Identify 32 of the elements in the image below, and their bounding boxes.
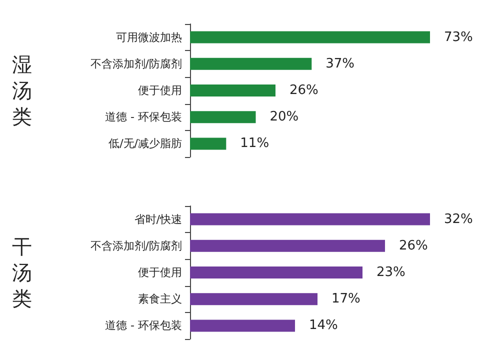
y-tick-label: 便于使用 xyxy=(138,84,182,97)
y-tick-label: 可用微波加热 xyxy=(116,30,182,44)
bar xyxy=(190,266,362,278)
data-label: 26% xyxy=(399,238,428,254)
y-tick-label: 不含添加剂/防腐剂 xyxy=(90,239,182,252)
y-tick-label: 低/无/减少脂肪 xyxy=(108,137,182,150)
y-tick-label: 便于使用 xyxy=(138,266,182,279)
bar xyxy=(190,84,276,96)
y-tick-label: 素食主义 xyxy=(138,292,182,306)
data-label: 32% xyxy=(444,212,473,227)
bar xyxy=(190,293,318,306)
bar xyxy=(190,320,295,332)
data-label: 73% xyxy=(444,30,473,45)
data-label: 23% xyxy=(376,265,406,280)
data-label: 14% xyxy=(309,318,338,334)
bar xyxy=(190,213,430,226)
y-axis-title: 湿汤类 xyxy=(12,52,32,128)
data-label: 11% xyxy=(240,136,270,152)
y-tick-label: 省时/快速 xyxy=(134,212,182,226)
bar xyxy=(190,111,256,124)
data-label: 37% xyxy=(326,56,355,72)
y-tick-label: 道德 - 环保包装 xyxy=(105,319,182,332)
bar xyxy=(190,138,226,150)
y-tick-label: 道德 - 环保包装 xyxy=(105,110,182,124)
data-label: 17% xyxy=(332,292,360,307)
bar xyxy=(190,31,430,44)
bar xyxy=(190,58,312,70)
y-tick-label: 不含添加剂/防腐剂 xyxy=(90,57,182,70)
bar xyxy=(190,240,385,252)
data-label: 26% xyxy=(289,83,318,98)
data-label: 20% xyxy=(270,110,299,125)
y-axis-title: 干汤类 xyxy=(12,234,32,310)
